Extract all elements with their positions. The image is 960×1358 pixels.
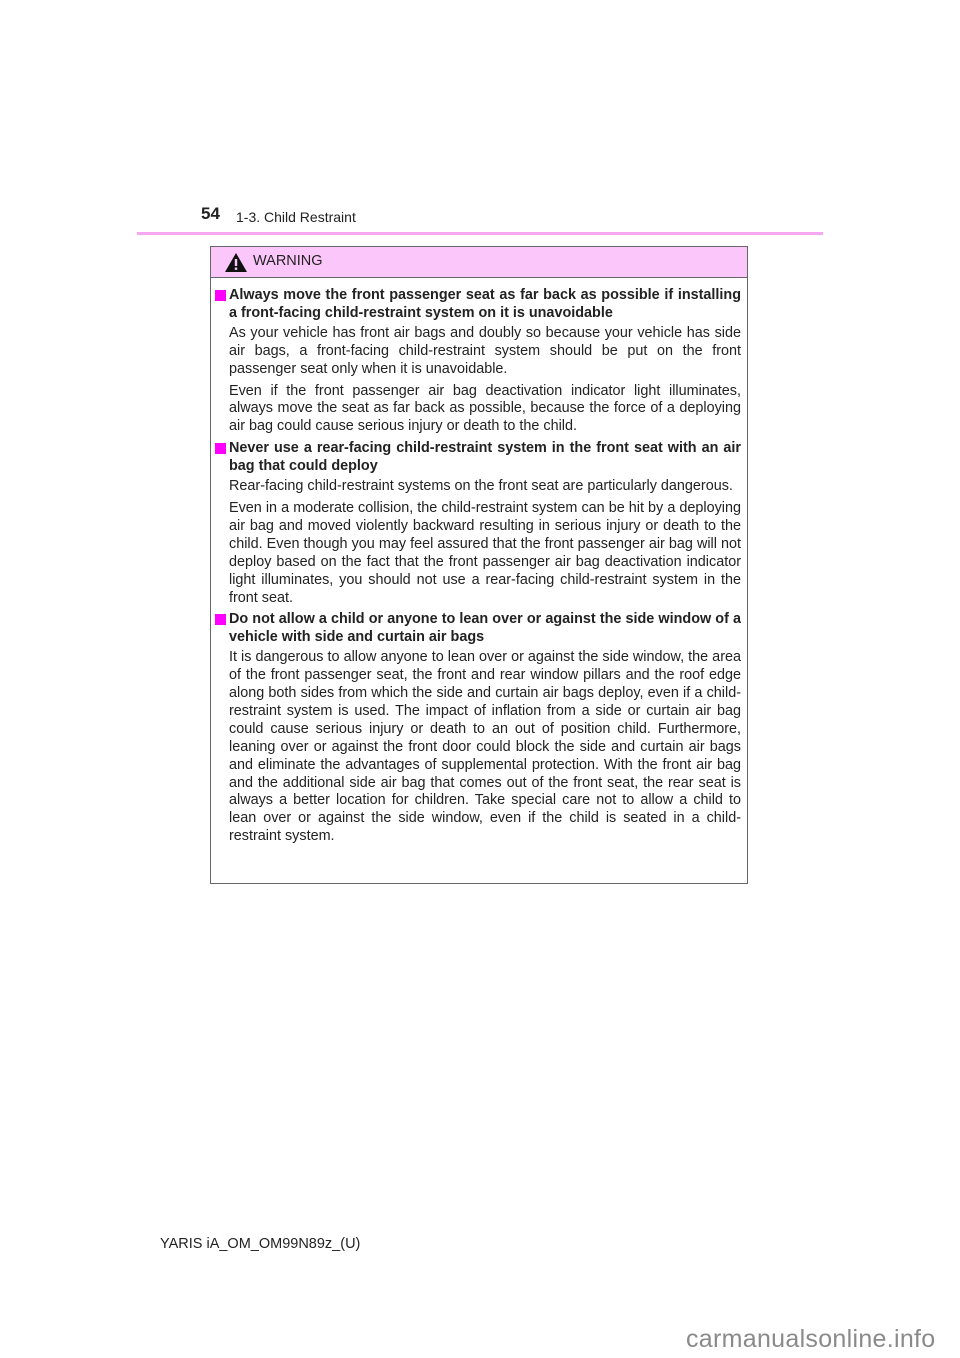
warning-paragraph: It is dangerous to allow anyone to lean … — [229, 649, 741, 845]
square-bullet-icon — [215, 443, 226, 455]
heading-text: Do not allow a child or anyone to lean o… — [229, 611, 741, 646]
warning-item-heading: Do not allow a child or anyone to lean o… — [215, 611, 741, 647]
warning-item-heading: Always move the front passenger seat as … — [215, 287, 741, 323]
watermark: carmanualsonline.info — [686, 1325, 936, 1353]
section-title: 1-3. Child Restraint — [236, 209, 356, 225]
warning-box: WARNING Always move the front passenger … — [210, 246, 748, 884]
square-bullet-icon — [215, 290, 226, 301]
warning-body: Always move the front passenger seat as … — [211, 278, 747, 846]
warning-paragraph: Even if the front passenger air bag deac… — [229, 382, 741, 435]
heading-text: Always move the front passenger seat as … — [229, 287, 741, 321]
page-number: 54 — [201, 204, 220, 223]
header-divider — [137, 232, 823, 235]
warning-item: Never use a rear-facing child-restraint … — [215, 440, 741, 607]
warning-title: WARNING — [253, 253, 323, 269]
document-code: YARIS iA_OM_OM99N89z_(U) — [160, 1236, 361, 1252]
warning-item: Always move the front passenger seat as … — [215, 287, 741, 436]
warning-item: Do not allow a child or anyone to lean o… — [215, 611, 741, 846]
heading-text: Never use a rear-facing child-restraint … — [229, 440, 741, 475]
warning-header: WARNING — [211, 247, 747, 278]
warning-paragraph: Rear-facing child-restraint systems on t… — [229, 478, 733, 495]
warning-paragraph: Even in a moderate collision, the child-… — [229, 499, 741, 606]
warning-item-heading: Never use a rear-facing child-restraint … — [215, 440, 741, 476]
warning-triangle-icon — [225, 253, 247, 272]
square-bullet-icon — [215, 614, 226, 626]
warning-paragraph: As your vehicle has front air bags and d… — [229, 324, 741, 377]
